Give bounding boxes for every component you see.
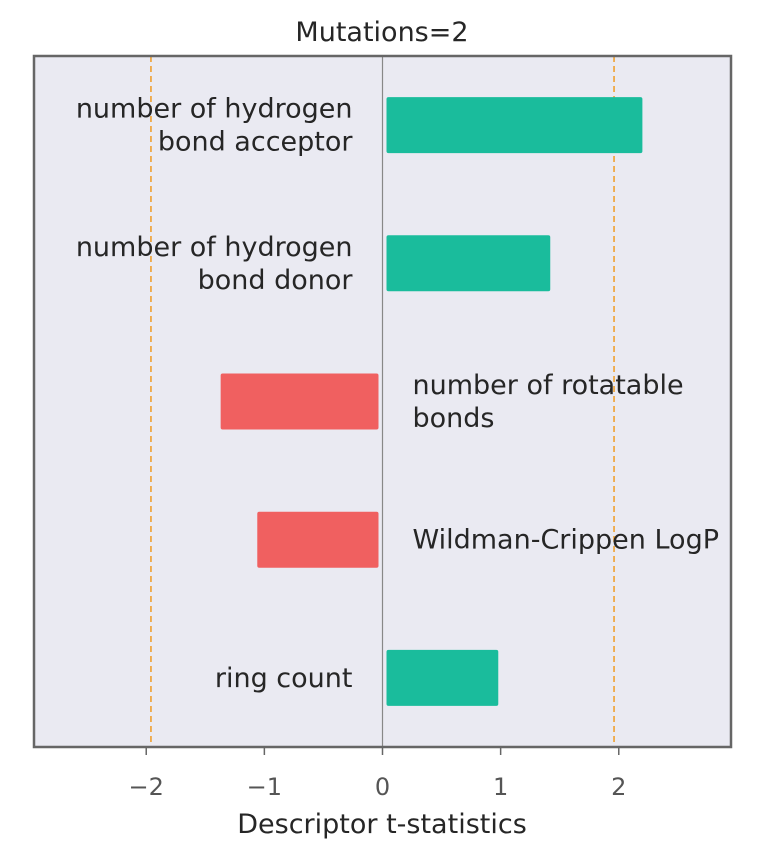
chart-title: Mutations=2 <box>295 17 468 48</box>
x-tick-label: 1 <box>493 773 508 801</box>
bar <box>386 97 643 154</box>
bar-label: bond donor <box>198 265 354 296</box>
reference-lines <box>150 56 615 747</box>
bar <box>386 649 499 706</box>
bar-label: number of rotatable <box>413 370 684 401</box>
x-tick-label: −2 <box>129 773 164 801</box>
bar-label: bond acceptor <box>158 127 354 158</box>
bar-label: bonds <box>413 403 495 434</box>
x-tick-label: 0 <box>375 773 390 801</box>
bar <box>386 235 551 292</box>
bar-label: Wildman-Crippen LogP <box>413 525 720 556</box>
x-axis-label: Descriptor t-statistics <box>237 809 527 840</box>
x-axis-ticks: −2 −1 0 1 2 <box>129 747 626 801</box>
bar-label: number of hydrogen <box>76 94 353 125</box>
bar-label: ring count <box>215 663 353 694</box>
bars <box>220 97 643 706</box>
x-tick-label: −1 <box>247 773 282 801</box>
bar <box>257 511 379 568</box>
bar-label: number of hydrogen <box>76 232 353 263</box>
bar <box>220 373 379 430</box>
x-tick-label: 2 <box>611 773 626 801</box>
